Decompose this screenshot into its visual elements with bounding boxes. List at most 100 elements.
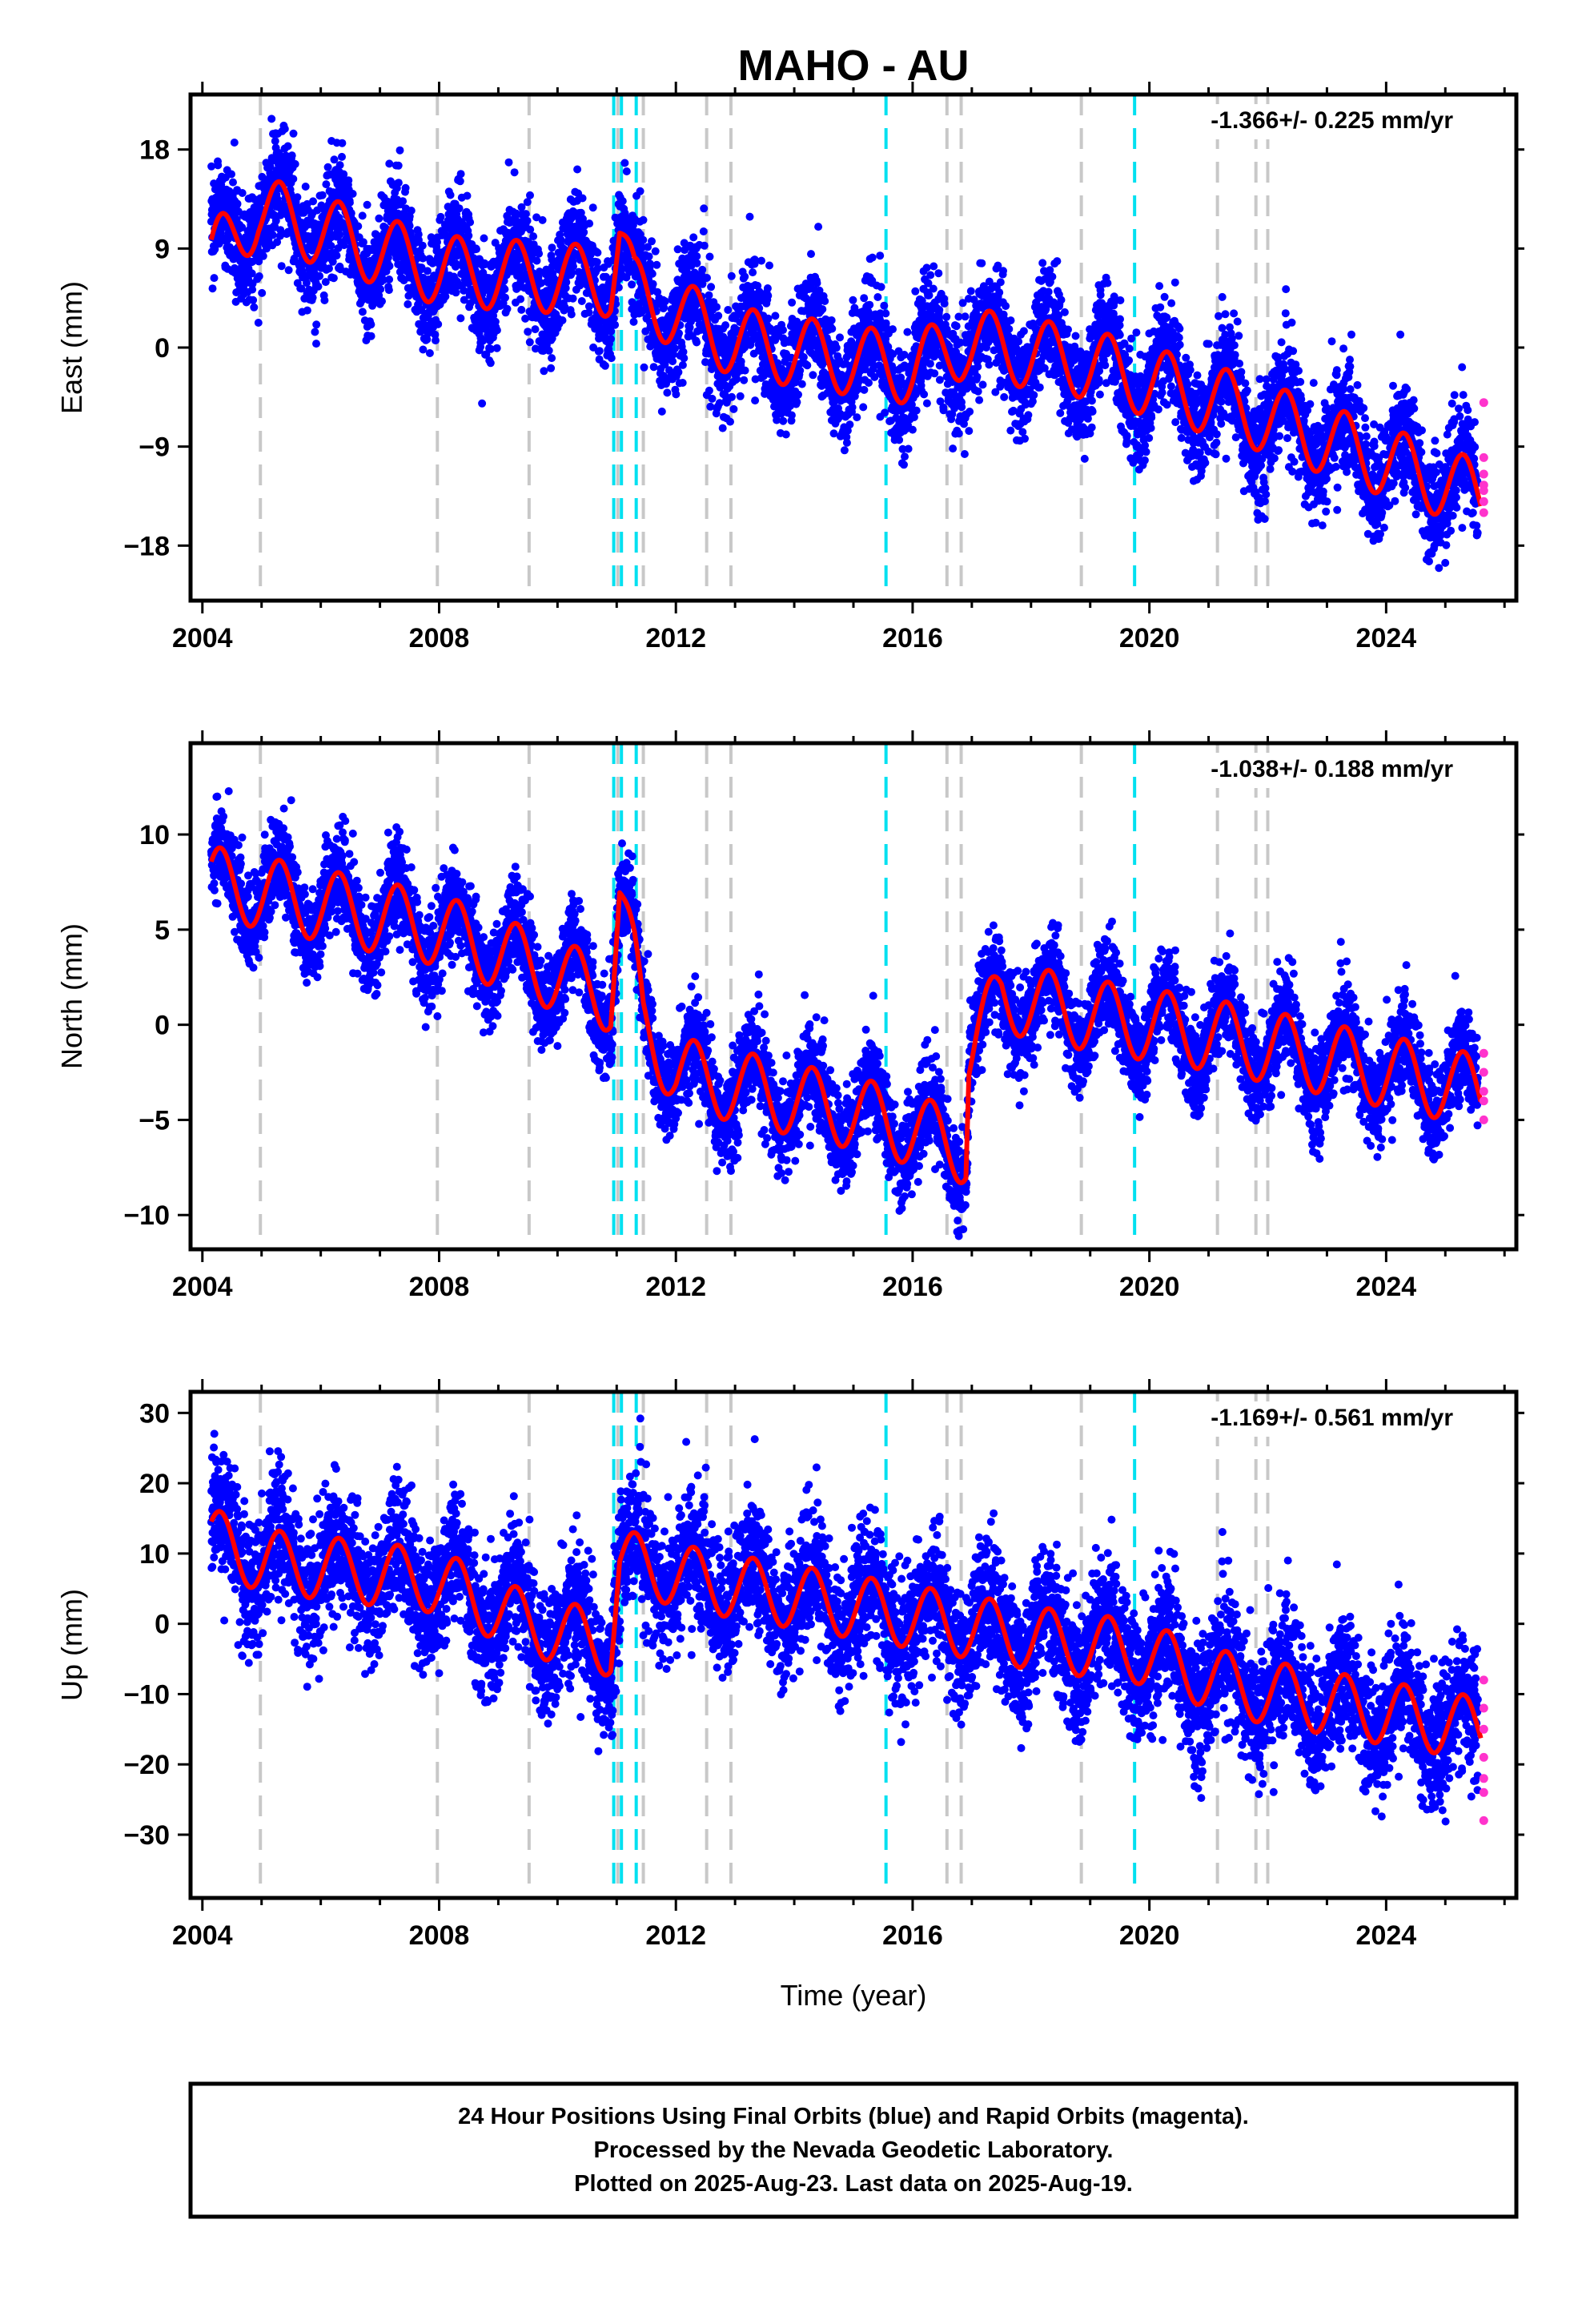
data-point [332,251,341,260]
data-point [375,214,383,223]
data-point [836,333,844,342]
data-point [567,310,576,319]
data-point [208,284,217,293]
data-point [693,338,701,347]
data-point [503,304,512,313]
data-point [901,452,909,461]
data-point [881,408,889,417]
data-point [463,191,472,200]
data-point [840,446,849,455]
data-point [975,396,984,404]
data-point [271,216,280,225]
data-point [401,183,410,192]
data-point [501,293,509,302]
data-point [930,369,939,378]
data-point [376,285,385,294]
data-point [876,251,885,260]
data-point [585,219,594,228]
data-point [922,263,931,272]
data-point [705,252,714,261]
data-point [329,274,338,283]
data-point [238,189,247,197]
data-point [713,303,721,312]
data-point [383,253,392,262]
data-point [648,269,656,278]
data-point [578,194,587,203]
data-point [524,328,532,336]
data-point [287,151,296,160]
data-point [308,293,317,302]
data-point [881,309,890,318]
data-point [595,347,604,356]
data-point [315,271,324,280]
data-point [323,163,332,171]
data-point [900,460,908,469]
data-point [378,297,386,306]
data-point [620,159,629,167]
data-point [926,271,935,279]
data-point [303,306,311,315]
data-point [651,247,660,255]
data-point [427,233,436,242]
data-point [425,349,434,357]
data-point [779,416,788,425]
data-point [321,278,330,287]
data-point [248,285,257,294]
data-point [707,283,716,292]
data-point [700,241,709,250]
data-point [526,225,535,234]
data-point [532,256,541,265]
data-point [700,204,709,213]
data-point [985,360,994,369]
data-point [325,264,333,273]
data-point [644,252,653,261]
data-point [523,216,532,225]
data-point [419,254,428,263]
data-point [1024,411,1033,420]
data-point [1006,316,1015,325]
data-point [718,424,727,432]
data-point [1014,337,1023,346]
data-point [657,407,666,416]
data-point [636,187,644,195]
data-point [873,293,882,301]
data-point [978,380,987,389]
data-point [757,256,765,265]
data-point [935,306,944,314]
data-point [765,261,773,270]
data-point [339,241,348,250]
data-point [207,162,216,171]
data-point [526,191,534,199]
data-point [672,390,681,399]
data-point [639,215,648,224]
data-point [262,244,271,253]
data-point [600,361,609,370]
data-point [525,338,534,347]
data-point [460,286,468,295]
data-point [385,159,394,168]
data-point [347,209,355,218]
data-point [577,297,586,305]
data-point [255,272,263,280]
data-point [271,137,279,146]
data-point [568,268,576,277]
data-point [267,115,276,123]
data-point [418,241,427,250]
data-point [359,238,367,247]
data-point [1030,391,1038,400]
data-point [588,203,597,212]
data-point [529,232,538,241]
data-point [673,245,682,254]
data-point [211,245,219,254]
data-point [510,168,519,177]
data-point [965,427,974,436]
data-point [327,242,335,250]
data-point [248,257,257,266]
data-point [487,344,495,353]
data-point [289,129,298,138]
data-point [258,288,267,297]
data-point [671,344,679,352]
data-point [273,195,282,203]
data-point [999,267,1007,275]
